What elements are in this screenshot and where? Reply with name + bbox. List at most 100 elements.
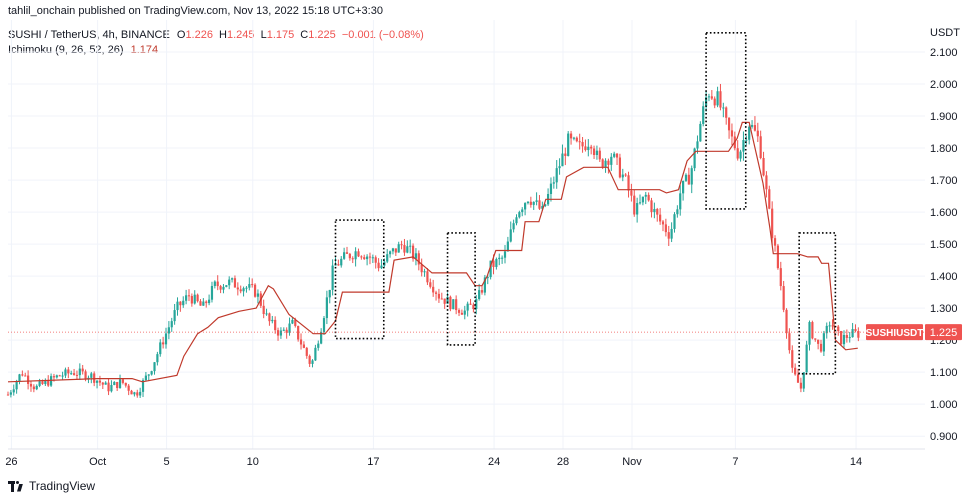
indicator-name[interactable]: Ichimoku (9, 26, 52, 26) bbox=[8, 44, 124, 56]
price-tick-label: 1.800 bbox=[930, 143, 958, 155]
price-axis[interactable]: 2.100 2.000 1.900 1.800 1.700 1.600 1.500 1.400… bbox=[930, 27, 960, 443]
symbol-tag-bg bbox=[866, 324, 923, 341]
candle bbox=[788, 328, 791, 354]
candle bbox=[480, 285, 484, 295]
candle bbox=[32, 384, 35, 393]
last-price-tag: SUSHIUSDT 1.225 bbox=[8, 324, 962, 341]
candle bbox=[791, 345, 794, 373]
candle bbox=[314, 344, 317, 361]
candle bbox=[633, 189, 636, 217]
footer-brand[interactable]: TradingView bbox=[8, 479, 95, 493]
candle bbox=[607, 158, 610, 174]
candle bbox=[179, 301, 182, 312]
close-label: C bbox=[300, 29, 309, 41]
candle bbox=[676, 205, 679, 218]
price-tick-label: 1.700 bbox=[930, 175, 958, 187]
candle bbox=[44, 378, 47, 386]
candle bbox=[417, 250, 420, 271]
candle bbox=[308, 354, 311, 367]
price-tick-label: 0.900 bbox=[930, 431, 958, 443]
candle bbox=[641, 196, 644, 206]
candle bbox=[615, 152, 619, 166]
candle bbox=[136, 389, 139, 398]
candle bbox=[193, 290, 196, 305]
candle bbox=[460, 309, 464, 315]
candle bbox=[12, 384, 15, 396]
candle bbox=[558, 158, 561, 175]
price-tick-label: 1.000 bbox=[930, 399, 958, 411]
indicator-legend: Ichimoku (9, 26, 52, 26) 1.174 bbox=[8, 44, 158, 56]
candle bbox=[808, 320, 811, 351]
candle bbox=[75, 370, 79, 381]
currency-label: USDT bbox=[930, 27, 960, 39]
candle bbox=[707, 93, 711, 102]
candle bbox=[156, 351, 159, 366]
candle bbox=[185, 289, 188, 305]
footer-brand-label: TradingView bbox=[29, 479, 96, 493]
candle bbox=[673, 212, 676, 233]
highlight-box bbox=[446, 232, 476, 346]
candle bbox=[35, 384, 38, 391]
candle bbox=[475, 295, 478, 315]
candle bbox=[544, 203, 547, 208]
candle bbox=[638, 194, 642, 205]
candle bbox=[328, 289, 331, 304]
candle bbox=[403, 238, 406, 256]
candle bbox=[274, 316, 277, 334]
close-value: 1.225 bbox=[308, 29, 336, 41]
candle bbox=[624, 173, 627, 177]
candle bbox=[532, 201, 535, 210]
candle bbox=[67, 366, 70, 379]
candle bbox=[552, 176, 555, 189]
candle bbox=[380, 259, 383, 269]
candle bbox=[15, 379, 18, 394]
time-axis[interactable]: 26 Oct 5 10 17 24 28 Nov 7 14 bbox=[5, 448, 925, 468]
candle bbox=[21, 370, 24, 377]
candle bbox=[98, 375, 102, 386]
candle bbox=[443, 298, 446, 309]
candle bbox=[78, 363, 81, 381]
candle bbox=[340, 256, 343, 268]
candle bbox=[512, 219, 515, 233]
candle bbox=[394, 248, 397, 257]
candle bbox=[501, 255, 504, 264]
candle bbox=[509, 221, 512, 243]
candle bbox=[831, 319, 834, 330]
candle bbox=[9, 389, 12, 398]
candle bbox=[802, 372, 805, 392]
candle bbox=[710, 90, 713, 101]
candle bbox=[271, 315, 274, 324]
candle bbox=[518, 210, 521, 219]
candle bbox=[440, 292, 443, 300]
candle bbox=[670, 222, 673, 243]
candle bbox=[414, 248, 418, 266]
symbol-name[interactable]: SUSHI / TetherUS, 4h, BINANCE bbox=[8, 29, 170, 41]
candle bbox=[469, 298, 472, 305]
candle bbox=[153, 362, 156, 375]
candle bbox=[133, 391, 136, 397]
candle bbox=[613, 151, 616, 159]
candle bbox=[205, 300, 208, 308]
candle bbox=[837, 325, 840, 336]
candle bbox=[661, 219, 665, 232]
candle bbox=[486, 274, 489, 285]
candle bbox=[581, 137, 584, 153]
candle bbox=[162, 336, 165, 349]
price-tag-bg bbox=[925, 324, 962, 341]
candle bbox=[690, 165, 693, 194]
candle bbox=[81, 364, 84, 375]
candle bbox=[345, 246, 349, 254]
time-tick-label: 24 bbox=[488, 456, 500, 468]
candle bbox=[47, 375, 50, 387]
candle bbox=[857, 327, 860, 342]
time-tick-label: 10 bbox=[247, 456, 259, 468]
candle bbox=[262, 299, 265, 319]
candle bbox=[682, 180, 685, 201]
candle bbox=[236, 282, 239, 296]
high-label: H bbox=[219, 29, 227, 41]
candle bbox=[748, 125, 751, 145]
candle bbox=[521, 207, 524, 217]
candle bbox=[113, 381, 116, 386]
candle bbox=[572, 136, 576, 141]
